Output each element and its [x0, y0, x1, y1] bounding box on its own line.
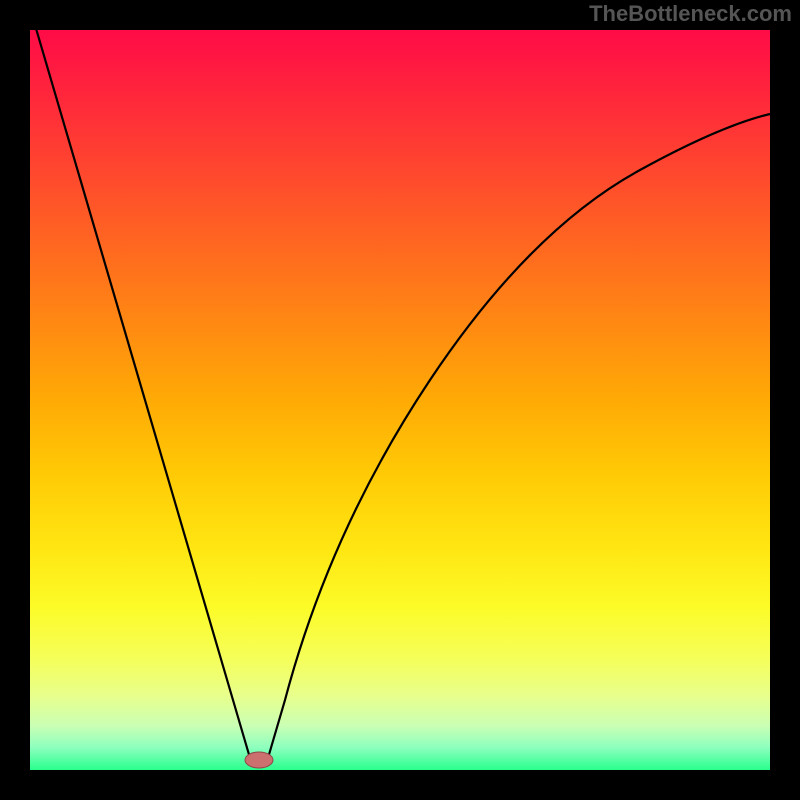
chart-container: TheBottleneck.com — [0, 0, 800, 800]
bottleneck-chart — [0, 0, 800, 800]
plot-area — [30, 30, 770, 770]
min-marker — [245, 752, 273, 768]
watermark-text: TheBottleneck.com — [589, 1, 792, 27]
